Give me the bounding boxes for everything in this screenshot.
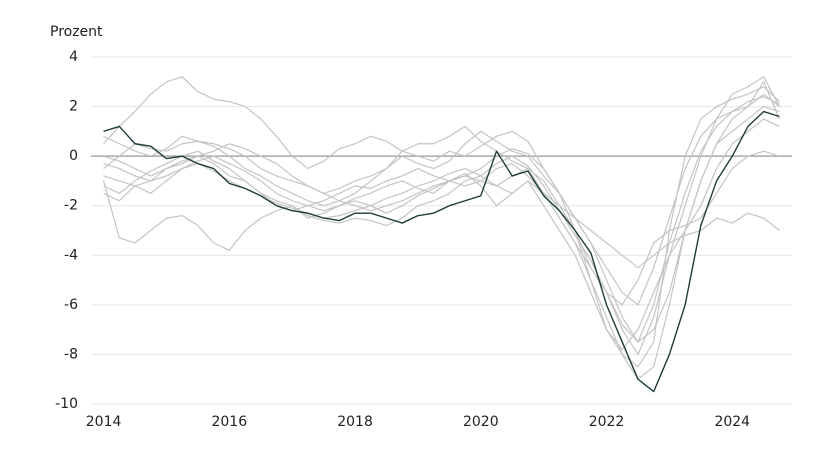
y-tick-label: -8 (64, 346, 78, 362)
line-series (103, 76, 780, 368)
y-tick-label: -10 (55, 396, 78, 412)
x-tick-label: 2018 (337, 414, 373, 430)
y-tick-label: -2 (64, 198, 78, 214)
y-axis-label: Prozent (50, 24, 103, 40)
line-series (103, 143, 780, 306)
x-tick-label: 2022 (589, 414, 625, 430)
line-series (103, 105, 780, 343)
y-tick-label: -4 (64, 247, 78, 263)
y-tick-label: -6 (64, 297, 78, 313)
line-series (103, 96, 780, 343)
x-tick-label: 2014 (86, 414, 122, 430)
line-series (103, 93, 780, 306)
y-tick-label: 2 (69, 99, 78, 115)
line-series (103, 118, 780, 351)
line-series (103, 76, 780, 356)
x-tick-label: 2024 (714, 414, 750, 430)
y-tick-label: 4 (69, 49, 78, 65)
y-tick-label: 0 (69, 148, 78, 164)
line-series (103, 110, 780, 393)
line-series (103, 81, 780, 380)
x-tick-label: 2020 (463, 414, 499, 430)
line-series (102, 175, 780, 269)
x-tick-label: 2016 (211, 414, 247, 430)
